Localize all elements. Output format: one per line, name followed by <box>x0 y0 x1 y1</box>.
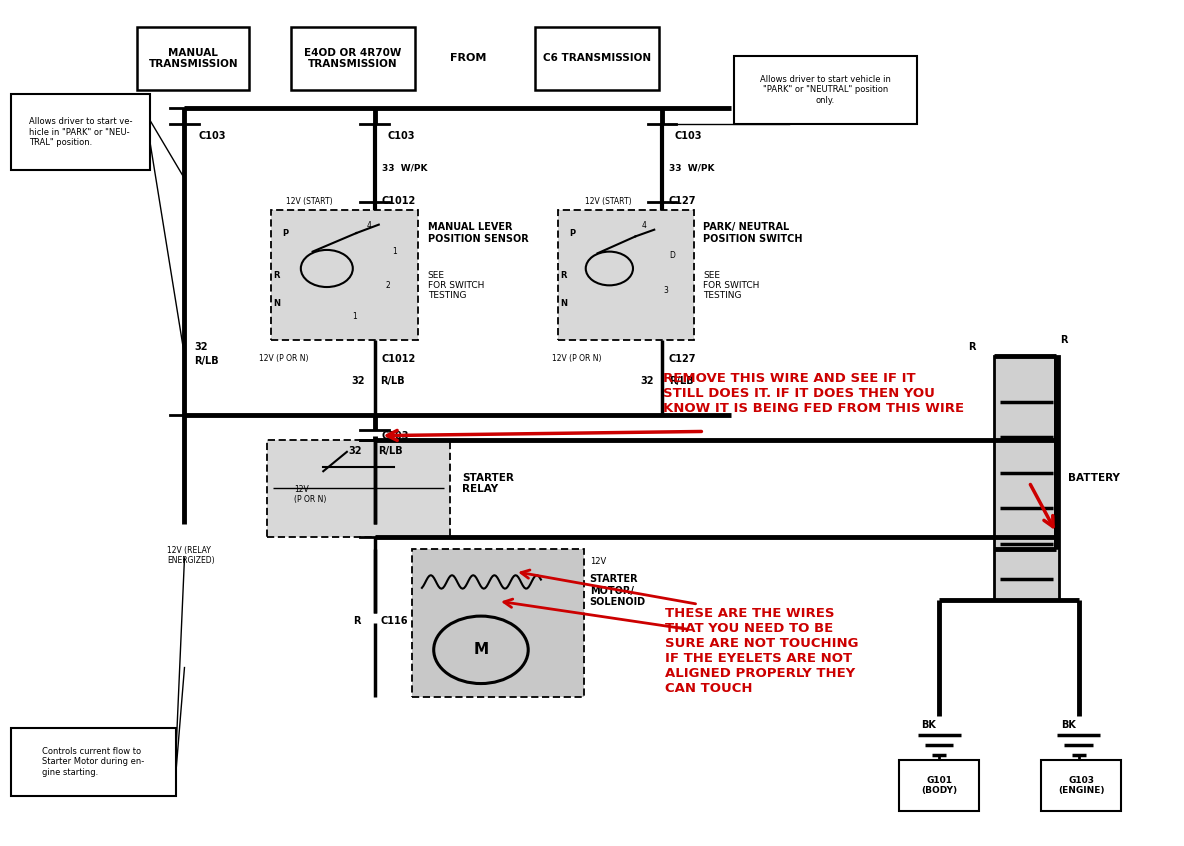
Text: THESE ARE THE WIRES
THAT YOU NEED TO BE
SURE ARE NOT TOUCHING
IF THE EYELETS ARE: THESE ARE THE WIRES THAT YOU NEED TO BE … <box>665 607 858 695</box>
Text: 12V (P OR N): 12V (P OR N) <box>259 354 308 364</box>
Text: 32: 32 <box>350 376 365 386</box>
Text: Controls current flow to
Starter Motor during en-
gine starting.: Controls current flow to Starter Motor d… <box>43 747 144 777</box>
Text: N: N <box>560 299 567 308</box>
FancyBboxPatch shape <box>535 27 659 90</box>
Text: SEE
FOR SWITCH
TESTING: SEE FOR SWITCH TESTING <box>703 271 759 300</box>
FancyBboxPatch shape <box>137 27 250 90</box>
FancyBboxPatch shape <box>268 440 450 537</box>
Text: C103: C103 <box>199 131 226 141</box>
Text: R/LB: R/LB <box>194 356 219 366</box>
Text: E4OD OR 4R70W
TRANSMISSION: E4OD OR 4R70W TRANSMISSION <box>304 47 401 69</box>
FancyBboxPatch shape <box>11 728 176 796</box>
FancyBboxPatch shape <box>1041 761 1121 810</box>
Text: R: R <box>1060 335 1067 345</box>
Text: SEE
FOR SWITCH
TESTING: SEE FOR SWITCH TESTING <box>427 271 484 300</box>
Text: D: D <box>669 251 675 260</box>
Text: R: R <box>274 271 279 279</box>
Text: N: N <box>274 299 281 308</box>
Text: 12V (RELAY
ENERGIZED): 12V (RELAY ENERGIZED) <box>167 546 214 565</box>
Text: PARK/ NEUTRAL
POSITION SWITCH: PARK/ NEUTRAL POSITION SWITCH <box>703 222 803 244</box>
Text: MANUAL LEVER
POSITION SENSOR: MANUAL LEVER POSITION SENSOR <box>427 222 528 244</box>
FancyBboxPatch shape <box>271 210 418 340</box>
Text: 12V (START): 12V (START) <box>287 197 333 206</box>
Text: 3: 3 <box>664 286 669 295</box>
Text: R: R <box>560 271 567 279</box>
Text: STARTER
RELAY: STARTER RELAY <box>462 473 514 494</box>
Text: MANUAL
TRANSMISSION: MANUAL TRANSMISSION <box>148 47 238 69</box>
Text: G103
(ENGINE): G103 (ENGINE) <box>1057 776 1105 795</box>
Text: C127: C127 <box>669 354 696 364</box>
FancyBboxPatch shape <box>291 27 414 90</box>
Text: C103: C103 <box>381 431 410 442</box>
Text: Allows driver to start ve-
hicle in "PARK" or "NEU-
TRAL" position.: Allows driver to start ve- hicle in "PAR… <box>28 118 133 147</box>
Text: 12V: 12V <box>590 557 606 566</box>
FancyBboxPatch shape <box>558 210 694 340</box>
Text: R/LB: R/LB <box>380 376 405 386</box>
Text: C116: C116 <box>380 616 408 626</box>
FancyBboxPatch shape <box>993 355 1058 600</box>
Text: C103: C103 <box>387 131 416 141</box>
Text: R: R <box>353 616 361 626</box>
Text: 2: 2 <box>386 281 391 290</box>
Text: R/LB: R/LB <box>669 376 694 386</box>
Text: 33  W/PK: 33 W/PK <box>669 163 714 172</box>
Text: 12V (START): 12V (START) <box>585 197 631 206</box>
Text: 12V
(P OR N): 12V (P OR N) <box>295 485 327 504</box>
Text: 32: 32 <box>641 376 654 386</box>
Text: 32: 32 <box>348 446 362 456</box>
Text: P: P <box>570 228 575 238</box>
Text: 33  W/PK: 33 W/PK <box>381 163 427 172</box>
Text: Allows driver to start vehicle in
"PARK" or "NEUTRAL" position
only.: Allows driver to start vehicle in "PARK"… <box>760 75 890 105</box>
Text: C103: C103 <box>675 131 702 141</box>
Text: C6 TRANSMISSION: C6 TRANSMISSION <box>543 53 651 63</box>
Text: R/LB: R/LB <box>378 446 403 456</box>
Text: FROM: FROM <box>450 53 487 63</box>
Text: 12V (P OR N): 12V (P OR N) <box>552 354 601 364</box>
Text: 32: 32 <box>194 342 207 352</box>
Text: BK: BK <box>921 720 937 730</box>
Text: M: M <box>474 642 489 657</box>
Text: C1012: C1012 <box>381 354 416 364</box>
Text: G101
(BODY): G101 (BODY) <box>921 776 958 795</box>
Text: BK: BK <box>1061 720 1076 730</box>
Text: 4: 4 <box>367 221 372 230</box>
FancyBboxPatch shape <box>734 56 916 124</box>
FancyBboxPatch shape <box>899 761 979 810</box>
Text: 4: 4 <box>642 221 646 230</box>
Text: BATTERY: BATTERY <box>1068 473 1120 483</box>
FancyBboxPatch shape <box>11 94 150 170</box>
Text: P: P <box>283 228 289 238</box>
Text: STARTER
MOTOR/
SOLENOID: STARTER MOTOR/ SOLENOID <box>590 574 645 607</box>
Text: 1: 1 <box>352 312 356 321</box>
FancyBboxPatch shape <box>412 550 584 697</box>
Text: R: R <box>967 342 976 352</box>
Text: 1: 1 <box>392 247 397 256</box>
Text: REMOVE THIS WIRE AND SEE IF IT
STILL DOES IT. IF IT DOES THEN YOU
KNOW IT IS BEI: REMOVE THIS WIRE AND SEE IF IT STILL DOE… <box>663 372 964 415</box>
Text: C127: C127 <box>669 196 696 206</box>
Text: C1012: C1012 <box>381 196 416 206</box>
